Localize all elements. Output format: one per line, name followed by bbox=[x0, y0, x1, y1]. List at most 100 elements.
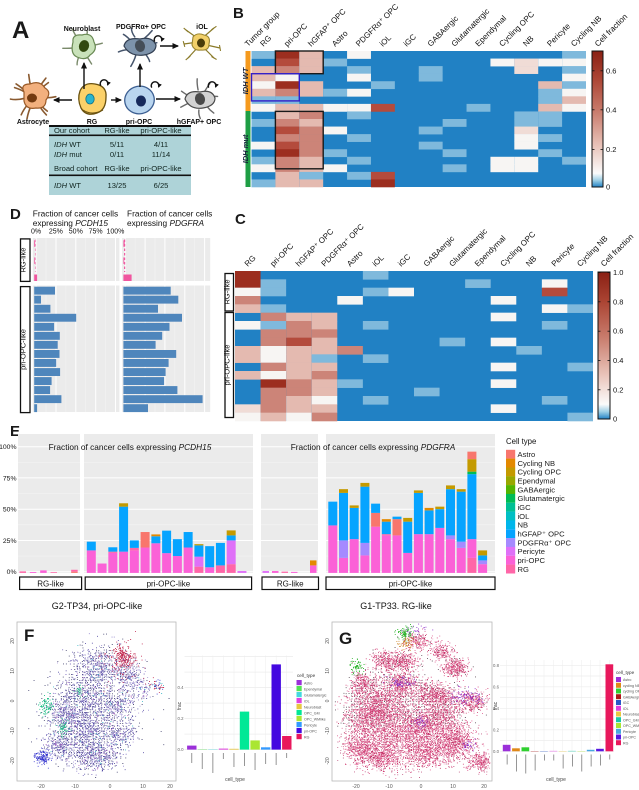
svg-text:frac: frac bbox=[493, 701, 499, 710]
svg-text:frac: frac bbox=[177, 701, 183, 710]
svg-text:IDH mut: IDH mut bbox=[241, 134, 250, 163]
svg-text:Cycling OPC: Cycling OPC bbox=[518, 468, 562, 477]
svg-text:Neuroblast: Neuroblast bbox=[623, 713, 639, 717]
svg-text:10: 10 bbox=[325, 668, 331, 674]
svg-text:cell_type: cell_type bbox=[616, 670, 635, 675]
svg-text:11/14: 11/14 bbox=[152, 150, 170, 159]
svg-text:G1-TP33. RG-like: G1-TP33. RG-like bbox=[360, 601, 432, 611]
svg-text:0.8: 0.8 bbox=[493, 663, 500, 668]
svg-text:pri-OPC: pri-OPC bbox=[304, 729, 317, 733]
svg-text:-20: -20 bbox=[37, 784, 44, 790]
svg-text:0.2: 0.2 bbox=[493, 727, 500, 732]
svg-text:50%: 50% bbox=[3, 507, 17, 514]
svg-text:20: 20 bbox=[481, 784, 487, 790]
svg-text:iOL: iOL bbox=[196, 24, 208, 31]
svg-text:-20: -20 bbox=[352, 784, 359, 790]
svg-text:iGC: iGC bbox=[623, 701, 630, 705]
svg-text:Astrocyte: Astrocyte bbox=[17, 119, 49, 126]
svg-text:Broad cohort: Broad cohort bbox=[54, 164, 98, 173]
svg-text:0: 0 bbox=[10, 699, 16, 702]
svg-text:25%: 25% bbox=[49, 229, 63, 236]
svg-text:Neuroblast: Neuroblast bbox=[304, 705, 321, 709]
svg-text:pri-OPC: pri-OPC bbox=[518, 556, 546, 565]
svg-text:Glutamatergic: Glutamatergic bbox=[304, 693, 327, 697]
svg-text:-10: -10 bbox=[71, 784, 78, 790]
svg-text:NB: NB bbox=[518, 521, 529, 530]
svg-text:RG-like: RG-like bbox=[223, 279, 232, 304]
svg-text:Astro: Astro bbox=[623, 678, 631, 682]
svg-text:Astro: Astro bbox=[518, 450, 536, 459]
svg-text:IDH WT: IDH WT bbox=[54, 140, 81, 149]
svg-text:Fraction of cancer cells: Fraction of cancer cells bbox=[33, 209, 118, 219]
svg-text:100%: 100% bbox=[0, 444, 17, 451]
svg-text:cell_type: cell_type bbox=[225, 777, 245, 783]
svg-text:RG: RG bbox=[87, 119, 98, 126]
svg-text:0.8: 0.8 bbox=[613, 297, 623, 306]
svg-text:Ependymal: Ependymal bbox=[518, 477, 556, 486]
svg-text:Pericyte: Pericyte bbox=[304, 723, 317, 727]
svg-text:5/11: 5/11 bbox=[110, 140, 124, 149]
svg-text:0.2: 0.2 bbox=[606, 145, 616, 154]
svg-text:IDH WT: IDH WT bbox=[54, 181, 81, 190]
svg-text:20: 20 bbox=[325, 638, 331, 644]
svg-text:pri-OPC-like: pri-OPC-like bbox=[147, 580, 191, 589]
svg-text:F: F bbox=[24, 626, 34, 645]
svg-text:Astro: Astro bbox=[304, 681, 312, 685]
svg-text:G: G bbox=[339, 629, 352, 648]
svg-text:0.2: 0.2 bbox=[178, 716, 185, 721]
svg-text:10: 10 bbox=[450, 784, 456, 790]
svg-text:RG-like: RG-like bbox=[104, 164, 129, 173]
svg-text:E: E bbox=[10, 423, 20, 440]
svg-text:C: C bbox=[235, 211, 246, 228]
svg-text:iOL: iOL bbox=[518, 512, 530, 521]
svg-text:20: 20 bbox=[167, 784, 173, 790]
svg-text:RG-like: RG-like bbox=[277, 580, 304, 589]
svg-text:RG-like: RG-like bbox=[19, 247, 28, 272]
svg-text:0: 0 bbox=[420, 784, 423, 790]
svg-text:0: 0 bbox=[325, 699, 331, 702]
svg-text:-10: -10 bbox=[325, 727, 331, 734]
svg-text:-20: -20 bbox=[325, 757, 331, 764]
svg-text:IDH mut: IDH mut bbox=[54, 150, 83, 159]
svg-text:A: A bbox=[12, 17, 29, 44]
svg-text:0.0: 0.0 bbox=[493, 749, 500, 754]
svg-text:pri-OPC-like: pri-OPC-like bbox=[389, 580, 433, 589]
svg-text:1.0: 1.0 bbox=[613, 268, 623, 277]
svg-text:100%: 100% bbox=[106, 229, 124, 236]
svg-text:RG-like: RG-like bbox=[104, 126, 129, 135]
svg-text:Our cohort: Our cohort bbox=[54, 126, 91, 135]
svg-text:Fraction of cancer cells expre: Fraction of cancer cells expressing PDGF… bbox=[291, 442, 456, 452]
svg-text:0.6: 0.6 bbox=[493, 684, 500, 689]
svg-text:6/25: 6/25 bbox=[154, 181, 169, 190]
svg-text:hGFAP+ OPC: hGFAP+ OPC bbox=[177, 119, 222, 126]
svg-text:cell_type: cell_type bbox=[546, 777, 566, 783]
svg-text:10: 10 bbox=[10, 668, 16, 674]
svg-text:50%: 50% bbox=[69, 229, 83, 236]
svg-text:pri-OPC-like: pri-OPC-like bbox=[223, 345, 232, 386]
svg-text:RG-like: RG-like bbox=[37, 580, 64, 589]
svg-text:75%: 75% bbox=[3, 475, 17, 482]
svg-text:0.4: 0.4 bbox=[613, 356, 623, 365]
svg-text:RG: RG bbox=[518, 565, 529, 574]
svg-text:pri-OPC-like: pri-OPC-like bbox=[19, 329, 28, 370]
svg-text:0.6: 0.6 bbox=[613, 327, 623, 336]
svg-text:20: 20 bbox=[10, 638, 16, 644]
svg-text:iOL: iOL bbox=[623, 707, 629, 711]
svg-text:pri-OPC: pri-OPC bbox=[126, 119, 152, 126]
svg-text:Glutamatergic: Glutamatergic bbox=[518, 494, 565, 503]
svg-text:-10: -10 bbox=[385, 784, 392, 790]
svg-text:10: 10 bbox=[140, 784, 146, 790]
svg-text:pri-OPC-like: pri-OPC-like bbox=[140, 164, 181, 173]
svg-text:0%: 0% bbox=[31, 229, 41, 236]
svg-text:0.2: 0.2 bbox=[613, 385, 623, 394]
svg-text:0: 0 bbox=[109, 784, 112, 790]
svg-text:Fraction of cancer cells expre: Fraction of cancer cells expressing PCDH… bbox=[49, 442, 212, 452]
svg-text:-20: -20 bbox=[10, 757, 16, 764]
svg-text:OPC_GM: OPC_GM bbox=[304, 711, 320, 715]
svg-text:G2-TP34, pri-OPC-like: G2-TP34, pri-OPC-like bbox=[52, 601, 143, 611]
svg-text:cell_type: cell_type bbox=[297, 673, 316, 678]
svg-text:25%: 25% bbox=[3, 538, 17, 545]
svg-text:IDH WT: IDH WT bbox=[241, 66, 250, 94]
svg-text:0.6: 0.6 bbox=[606, 66, 616, 75]
svg-text:PDGFRα+ OPC: PDGFRα+ OPC bbox=[116, 24, 166, 31]
